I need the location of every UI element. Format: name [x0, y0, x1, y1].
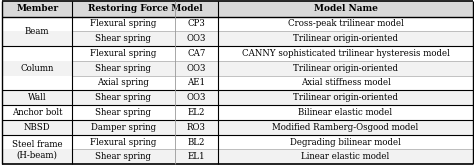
Bar: [2, 16, 473, 31]
Text: Shear spring: Shear spring: [95, 34, 151, 43]
Text: Restoring Force Model: Restoring Force Model: [88, 4, 202, 13]
Bar: [2, 76, 473, 90]
Text: Shear spring: Shear spring: [95, 64, 151, 73]
Text: Degrading bilinear model: Degrading bilinear model: [290, 137, 401, 147]
Bar: [2, 31, 473, 46]
Text: Beam: Beam: [25, 27, 49, 36]
Text: Bilinear elastic model: Bilinear elastic model: [299, 108, 392, 117]
Text: CP3: CP3: [187, 19, 205, 28]
Text: BL2: BL2: [188, 137, 205, 147]
Text: Shear spring: Shear spring: [95, 152, 151, 161]
Text: Modified Ramberg-Osgood model: Modified Ramberg-Osgood model: [273, 123, 419, 132]
Text: OO3: OO3: [187, 64, 206, 73]
Bar: [2, 105, 473, 120]
Text: Axial spring: Axial spring: [97, 78, 149, 87]
Text: EL1: EL1: [188, 152, 205, 161]
Text: CANNY sophisticated trilinear hysteresis model: CANNY sophisticated trilinear hysteresis…: [242, 49, 449, 58]
Text: NBSD: NBSD: [24, 123, 51, 132]
Bar: [2, 1, 473, 16]
Text: Trilinear origin-oriented: Trilinear origin-oriented: [293, 34, 398, 43]
Text: CA7: CA7: [187, 49, 205, 58]
Text: Damper spring: Damper spring: [91, 123, 156, 132]
Text: Trilinear origin-oriented: Trilinear origin-oriented: [293, 93, 398, 102]
Bar: [2, 46, 473, 61]
Bar: [2, 61, 473, 76]
Text: OO3: OO3: [187, 34, 206, 43]
Text: Flexural spring: Flexural spring: [90, 19, 156, 28]
Text: AE1: AE1: [187, 78, 205, 87]
Text: Steel frame
(H-beam): Steel frame (H-beam): [12, 140, 63, 159]
Bar: [2, 90, 473, 105]
Bar: [2, 120, 473, 135]
Text: Member: Member: [16, 4, 58, 13]
Text: Axial stiffness model: Axial stiffness model: [301, 78, 391, 87]
Text: Wall: Wall: [28, 93, 46, 102]
Text: Cross-peak trilinear model: Cross-peak trilinear model: [288, 19, 403, 28]
Text: RO3: RO3: [187, 123, 206, 132]
Text: Shear spring: Shear spring: [95, 93, 151, 102]
Text: Anchor bolt: Anchor bolt: [12, 108, 63, 117]
Text: EL2: EL2: [188, 108, 205, 117]
Text: Column: Column: [20, 64, 54, 73]
Text: Model Name: Model Name: [314, 4, 377, 13]
Text: Shear spring: Shear spring: [95, 108, 151, 117]
Text: OO3: OO3: [187, 93, 206, 102]
Bar: [2, 149, 473, 164]
Text: Linear elastic model: Linear elastic model: [301, 152, 390, 161]
Text: Flexural spring: Flexural spring: [90, 137, 156, 147]
Text: Trilinear origin-oriented: Trilinear origin-oriented: [293, 64, 398, 73]
Text: Flexural spring: Flexural spring: [90, 49, 156, 58]
Bar: [2, 135, 473, 149]
